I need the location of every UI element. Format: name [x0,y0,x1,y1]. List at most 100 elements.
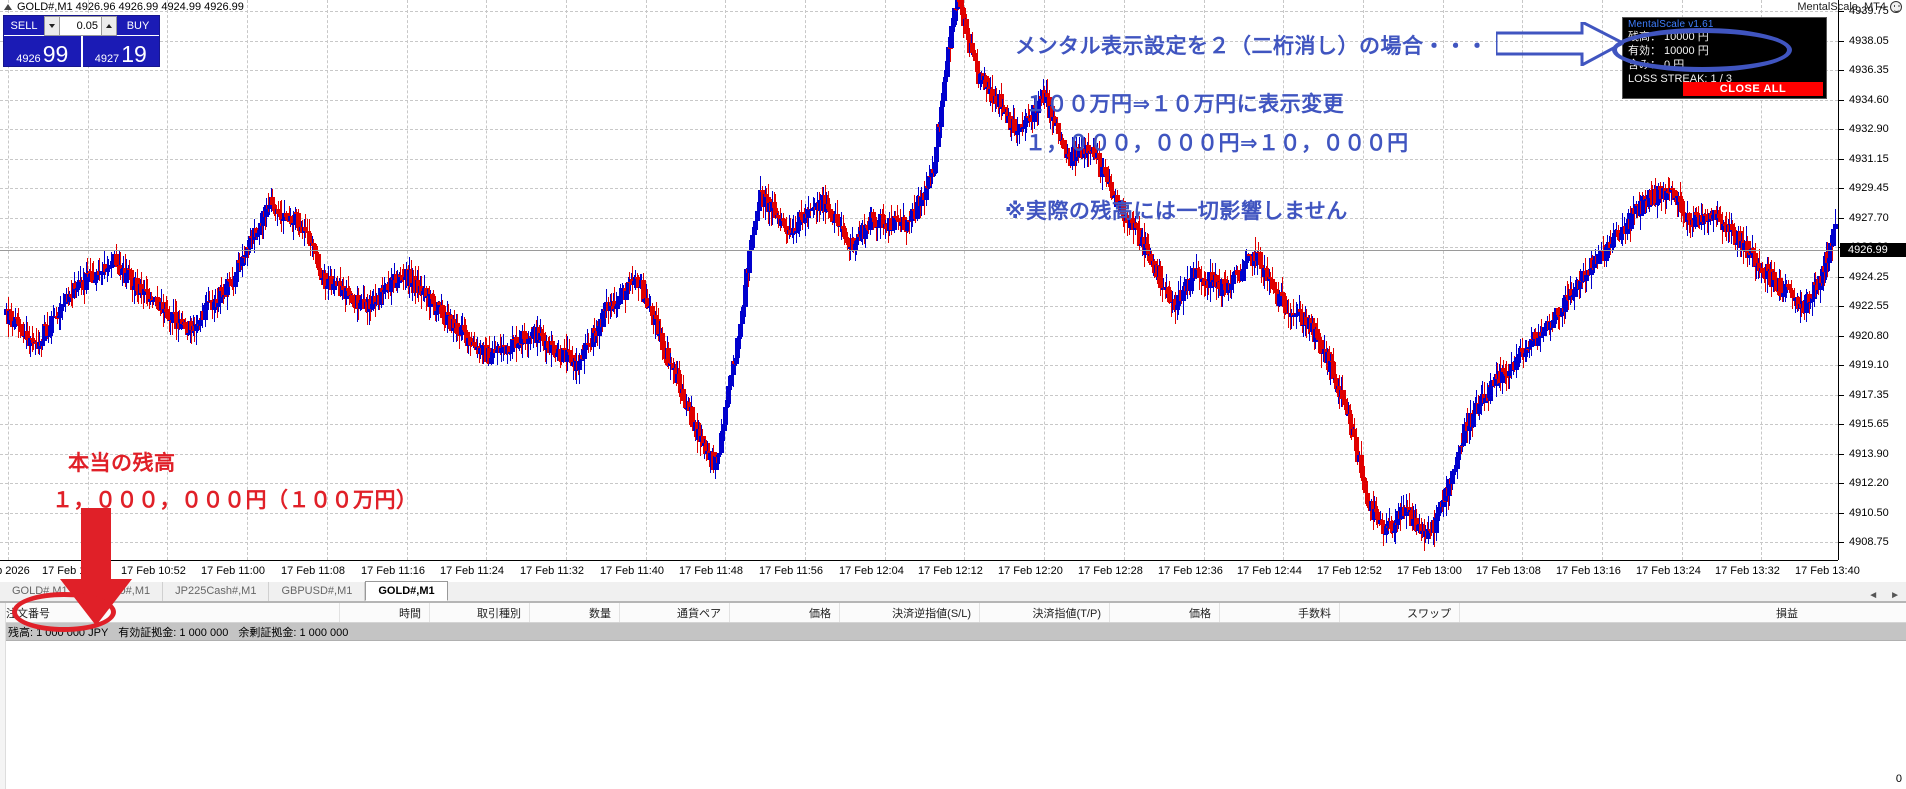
price-tick-label: 4915.65 [1839,418,1889,430]
chart-tabs[interactable]: GOLD#,M1SP500#,M1JP225Cash#,M1GBPUSD#,M1… [0,581,1906,602]
one-click-trading-panel[interactable]: SELL 0.05 BUY 4926 99 4927 19 [3,15,160,67]
candlestick [403,0,409,560]
candle-wick [552,335,553,346]
candle-wick [117,260,118,274]
candle-wick [123,256,124,279]
candle-body [139,284,144,294]
collapse-triangle-icon[interactable] [4,4,12,10]
candle-wick [166,296,167,319]
terminal-grip[interactable] [0,603,6,789]
candlestick [18,0,24,560]
chevron-down-icon [49,24,55,28]
candle-body [368,298,373,309]
terminal-column-2[interactable]: 取引種別 [430,603,530,622]
candle-wick [236,270,237,284]
terminal-column-10[interactable]: スワップ [1340,603,1460,622]
sell-price-display[interactable]: 4926 99 [4,36,83,67]
candlestick [88,0,94,560]
candle-body [431,298,436,304]
candle-wick [38,329,39,354]
candlestick [257,0,263,560]
candlestick [67,0,73,560]
chart-canvas[interactable]: GOLD#,M1 4926.96 4926.99 4924.99 4926.99… [0,0,1838,560]
terminal-column-7[interactable]: 決済指値(T/P) [980,603,1110,622]
candle-body [69,293,74,297]
candle-body [307,232,312,236]
tab-scroll-left-icon[interactable]: ◄ [1868,590,1879,601]
candlestick [85,0,91,560]
terminal-column-headers[interactable]: 注文番号 時間 取引種別 数量 通貨ペア 価格 決済逆指値(S/L) 決済指値(T/P) 価格手… [0,603,1906,623]
candle-body [165,311,170,319]
terminal-column-9[interactable]: 手数料 [1220,603,1340,622]
buy-price-display[interactable]: 4927 19 [83,36,160,67]
candlestick [531,0,537,560]
sell-button[interactable]: SELL [4,16,44,36]
candlestick [687,0,693,560]
candlestick [341,0,347,560]
mentalscale-ea-panel[interactable]: MentalScale v1.61 残高： 10000 円 有効： 10000 … [1622,17,1827,99]
price-axis[interactable]: 4939.75 4938.05 4936.35 4934.60 4932.90 4931.… [1838,0,1906,560]
candle-wick [473,336,474,348]
candle-wick [96,268,97,291]
candlestick [472,0,478,560]
candle-wick [710,451,711,473]
candle-body [58,306,63,317]
close-all-button[interactable]: CLOSE ALL [1683,82,1823,96]
chart-tab-4[interactable]: GOLD#,M1 [365,581,448,601]
mentalscale-title: MentalScale v1.61 [1628,19,1714,30]
buy-button[interactable]: BUY [117,16,159,36]
candle-body [540,332,545,337]
candlestick [738,0,744,560]
candle-body [615,304,620,306]
candlestick [481,0,487,560]
time-tick-label: 17 Feb 11:00 [201,565,266,577]
candle-body [656,318,661,335]
terminal-column-6[interactable]: 決済逆指値(S/L) [840,603,980,622]
candle-body [726,386,731,404]
candlestick [225,0,231,560]
candle-body [218,286,223,304]
terminal-column-0[interactable]: 注文番号 [0,603,340,622]
candlestick [725,0,731,560]
candle-body [61,303,66,306]
candle-body [34,341,39,344]
candle-wick [471,332,472,347]
terminal-column-8[interactable]: 価格 [1110,603,1220,622]
chart-tab-2[interactable]: JP225Cash#,M1 [163,582,270,601]
candlestick [627,0,633,560]
terminal-column-4[interactable]: 通貨ペア [620,603,730,622]
lot-size-input[interactable]: 0.05 [60,16,101,36]
window-title-text: MentalScale_MT4 [1797,1,1886,13]
lot-dropdown-button[interactable] [44,16,60,36]
tab-scroll-right-icon[interactable]: ► [1890,590,1900,601]
terminal-column-5[interactable]: 価格 [730,603,840,622]
candle-body [568,351,573,356]
candle-wick [245,251,246,266]
candlestick [255,0,261,560]
candlestick [654,0,660,560]
candle-body [719,432,724,453]
candle-body [716,454,721,457]
lot-stepper-up-button[interactable] [101,16,117,36]
candle-body [114,254,119,266]
time-tick-label: 17 Feb 12:36 [1158,565,1223,577]
price-tick-label: 4929.45 [1839,182,1889,194]
candlestick [437,0,443,560]
terminal-column-11[interactable]: 損益 [1776,607,1798,620]
candle-wick [655,310,656,339]
candle-body [60,305,65,308]
candlestick [645,0,651,560]
price-tick-label: 4927.70 [1839,212,1889,224]
candlestick [499,0,505,560]
chart-tab-3[interactable]: GBPUSD#,M1 [269,582,366,601]
terminal-column-1[interactable]: 時間 [340,603,430,622]
candlestick [728,0,734,560]
candlestick [522,0,528,560]
candle-wick [646,284,647,310]
candle-body [516,344,521,349]
candlestick [617,0,623,560]
candle-body [183,321,188,330]
terminal-column-3[interactable]: 数量 [530,603,620,622]
candle-wick [110,261,111,268]
